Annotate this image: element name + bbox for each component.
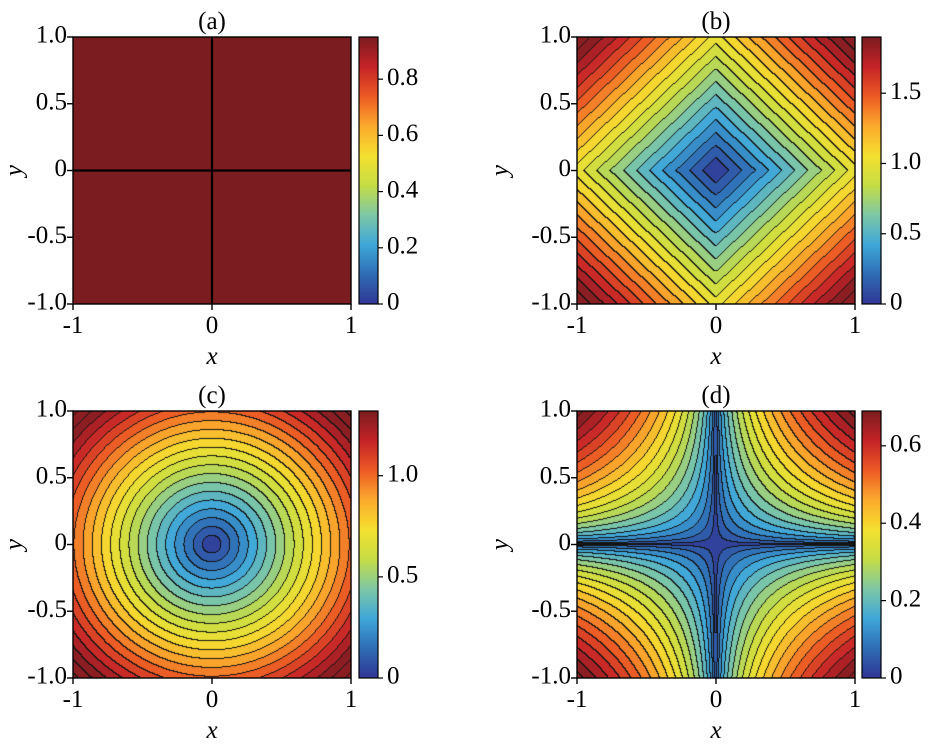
panel-b-x-tick: 0 — [710, 312, 723, 339]
panel-b-x-tick: 1 — [849, 312, 862, 339]
panel-a-y-tick: -1.0 — [27, 289, 67, 316]
panel-a: (a) x y -1 0 1 1.0 0.5 0 -0.5 -1.0 0 0.2… — [1, 8, 419, 370]
panel-b-colorbar: 0 0.5 1.0 1.5 — [861, 36, 921, 316]
panel-d-x-tick: 1 — [849, 686, 862, 713]
panel-d-y-tick: -0.5 — [531, 596, 571, 623]
panel-d-x-ticks: -1 0 1 — [567, 686, 862, 713]
panel-d-field — [577, 411, 855, 678]
panel-d: (d) x y -1 0 1 1.0 0.5 0 -0.5 -1.0 0 0.2… — [487, 382, 922, 744]
panel-c-colorbar: 0 0.5 1.0 — [358, 410, 418, 690]
panel-a-colorbar-tick: 0.6 — [387, 120, 418, 147]
panel-b-colorbar-tick: 0 — [890, 289, 903, 316]
panel-b-colorbar-tick: 1.5 — [890, 78, 921, 105]
panel-a-x-ticks: -1 0 1 — [63, 312, 358, 339]
panel-d-colorbar-gradient — [861, 410, 882, 679]
panel-b-y-tick: -0.5 — [531, 222, 571, 249]
panel-a-y-tick: 0.5 — [36, 88, 67, 115]
panel-a-colorbar: 0 0.2 0.4 0.6 0.8 — [358, 36, 419, 316]
panel-c-y-tick: -0.5 — [27, 596, 67, 623]
panel-c-heatmap — [73, 411, 351, 678]
panel-d-x-tick: 0 — [710, 686, 723, 713]
panel-b-axes — [571, 36, 856, 310]
panel-d-colorbar-tick: 0.4 — [890, 508, 922, 535]
panel-c-y-tick: -1.0 — [27, 663, 67, 690]
panel-a-heatmap — [73, 37, 351, 304]
panel-b-x-tick: -1 — [567, 312, 588, 339]
panel-d-y-tick: 1.0 — [540, 396, 571, 423]
panel-a-colorbar-tick: 0.2 — [387, 233, 418, 260]
panel-c-y-ticks: 1.0 0.5 0 -0.5 -1.0 — [27, 396, 67, 690]
panel-c-y-label: y — [1, 538, 28, 553]
panel-c-y-tick: 0 — [55, 529, 68, 556]
panel-d-x-label: x — [709, 717, 721, 744]
panel-d-y-tick: 0 — [559, 529, 572, 556]
panel-d-colorbar-tick: 0.2 — [890, 585, 921, 612]
panel-c-x-tick: 0 — [206, 686, 219, 713]
panel-a-title: (a) — [198, 8, 226, 35]
panel-d-colorbar: 0 0.2 0.4 0.6 — [861, 410, 922, 690]
panel-c-colorbar-tick: 0 — [387, 663, 400, 690]
panel-d-colorbar-tick: 0 — [890, 663, 903, 690]
panel-c-x-tick: -1 — [63, 686, 84, 713]
panel-c-x-tick: 1 — [345, 686, 358, 713]
panel-c-field — [73, 411, 351, 678]
panel-d-heatmap — [577, 411, 855, 678]
panel-a-x-tick: -1 — [63, 312, 84, 339]
panel-b-y-tick: 1.0 — [540, 22, 571, 49]
panel-c: (c) x y -1 0 1 1.0 0.5 0 -0.5 -1.0 0 0.5… — [1, 382, 419, 744]
panel-d-x-tick: -1 — [567, 686, 588, 713]
panel-b-colorbar-gradient — [861, 36, 882, 305]
panel-a-y-ticks: 1.0 0.5 0 -0.5 -1.0 — [27, 22, 67, 316]
panel-d-y-label: y — [487, 538, 514, 553]
panel-b-y-tick: 0.5 — [540, 88, 571, 115]
panel-a-colorbar-tick: 0.4 — [387, 176, 419, 203]
panel-d-y-tick: -1.0 — [531, 663, 571, 690]
panel-a-axes — [67, 36, 352, 310]
panel-c-axes — [67, 410, 352, 684]
panel-b-field — [577, 37, 855, 304]
panel-c-colorbar-tick: 0.5 — [387, 562, 418, 589]
panel-a-x-label: x — [205, 343, 217, 370]
panel-c-y-tick: 0.5 — [36, 462, 67, 489]
panel-a-x-tick: 0 — [206, 312, 219, 339]
panel-c-title: (c) — [198, 382, 226, 409]
panel-a-y-label: y — [1, 164, 28, 179]
panel-b-y-ticks: 1.0 0.5 0 -0.5 -1.0 — [531, 22, 571, 316]
panel-b-x-ticks: -1 0 1 — [567, 312, 862, 339]
panel-c-y-tick: 1.0 — [36, 396, 67, 423]
panel-b: (b) x y -1 0 1 1.0 0.5 0 -0.5 -1.0 0 0.5… — [487, 8, 922, 370]
panel-c-colorbar-gradient — [358, 410, 379, 679]
panel-b-y-tick: -1.0 — [531, 289, 571, 316]
panel-c-x-ticks: -1 0 1 — [63, 686, 358, 713]
panel-c-x-label: x — [205, 717, 217, 744]
panel-d-colorbar-tick: 0.6 — [890, 431, 921, 458]
panel-b-colorbar-tick: 1.0 — [890, 148, 921, 175]
panel-a-colorbar-tick: 0 — [387, 289, 400, 316]
panel-a-y-tick: 0 — [55, 155, 68, 182]
panel-a-y-tick: -0.5 — [27, 222, 67, 249]
panel-a-y-tick: 1.0 — [36, 22, 67, 49]
panel-b-title: (b) — [701, 8, 730, 35]
panel-a-x-tick: 1 — [345, 312, 358, 339]
panel-b-heatmap — [577, 37, 855, 304]
panel-b-x-label: x — [709, 343, 721, 370]
panel-d-title: (d) — [701, 382, 730, 409]
panel-b-y-tick: 0 — [559, 155, 572, 182]
panel-c-colorbar-tick: 1.0 — [387, 460, 418, 487]
panel-d-axes — [571, 410, 856, 684]
panel-a-colorbar-tick: 0.8 — [387, 64, 418, 91]
panel-b-colorbar-tick: 0.5 — [890, 218, 921, 245]
panel-b-y-label: y — [487, 164, 514, 179]
panel-d-y-ticks: 1.0 0.5 0 -0.5 -1.0 — [531, 396, 571, 690]
panel-a-colorbar-gradient — [358, 36, 379, 305]
panel-d-y-tick: 0.5 — [540, 462, 571, 489]
